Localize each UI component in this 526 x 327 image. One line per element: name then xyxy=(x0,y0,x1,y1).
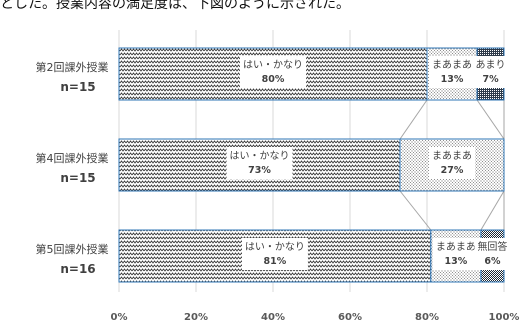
category-n-label: n=16 xyxy=(60,262,95,276)
data-label-series: あまり xyxy=(476,59,506,71)
category-label: 第4回課外授業 xyxy=(36,151,109,165)
series-line xyxy=(476,99,505,140)
data-label-bg xyxy=(226,147,293,179)
data-label-value: 81% xyxy=(264,256,287,267)
data-label-bg xyxy=(432,238,479,270)
data-label-value: 13% xyxy=(445,256,468,267)
data-label-series: はい・かなり xyxy=(230,150,290,162)
data-label-value: 7% xyxy=(482,74,499,85)
data-label-series: はい・かなり xyxy=(243,59,303,71)
series-line xyxy=(399,190,432,231)
data-label-series: まあまあ xyxy=(432,150,472,162)
data-label-bg xyxy=(472,56,509,88)
x-tick-label: 80% xyxy=(415,312,439,323)
data-label-series: まあまあ xyxy=(432,59,472,71)
data-label-bg xyxy=(429,56,476,88)
data-label-series: 無回答 xyxy=(477,240,507,253)
data-label-value: 73% xyxy=(248,165,271,176)
data-label-value: 13% xyxy=(441,74,464,85)
x-tick-label: 40% xyxy=(261,312,285,323)
x-tick-label: 20% xyxy=(184,312,208,323)
data-label-value: 27% xyxy=(441,165,464,176)
category-label: 第5回課外授業 xyxy=(36,242,109,256)
bars: はい・かなり 80% まあまあ 13% あまり 7% はい・かなり 73% まあまあ 27% はい・… xyxy=(118,47,511,283)
data-label-bg xyxy=(240,56,306,88)
x-tick-label: 60% xyxy=(338,312,362,323)
data-label-bg xyxy=(474,238,511,270)
data-label-value: 80% xyxy=(262,74,285,85)
data-label-value: 6% xyxy=(484,256,501,267)
x-tick-label: 0% xyxy=(111,312,128,323)
category-labels: 第2回課外授業 n=15 第4回課外授業 n=15 第5回課外授業 n=16 xyxy=(36,60,109,276)
series-line xyxy=(480,190,505,231)
data-label-bg xyxy=(429,147,476,179)
category-n-label: n=15 xyxy=(60,171,95,185)
category-label: 第2回課外授業 xyxy=(36,60,109,74)
x-tick-label: 100% xyxy=(489,312,520,323)
data-label-series: はい・かなり xyxy=(245,241,305,253)
data-label-series: まあまあ xyxy=(436,241,476,253)
series-lines xyxy=(399,99,505,231)
header-text: とした。授業内容の満足度は、下図のように示された。 xyxy=(0,0,350,12)
x-axis-ticks: 0% 20% 40% 60% 80% 100% xyxy=(111,312,520,323)
series-line xyxy=(399,99,428,140)
data-label-bg xyxy=(241,238,308,270)
category-n-label: n=15 xyxy=(60,80,95,94)
